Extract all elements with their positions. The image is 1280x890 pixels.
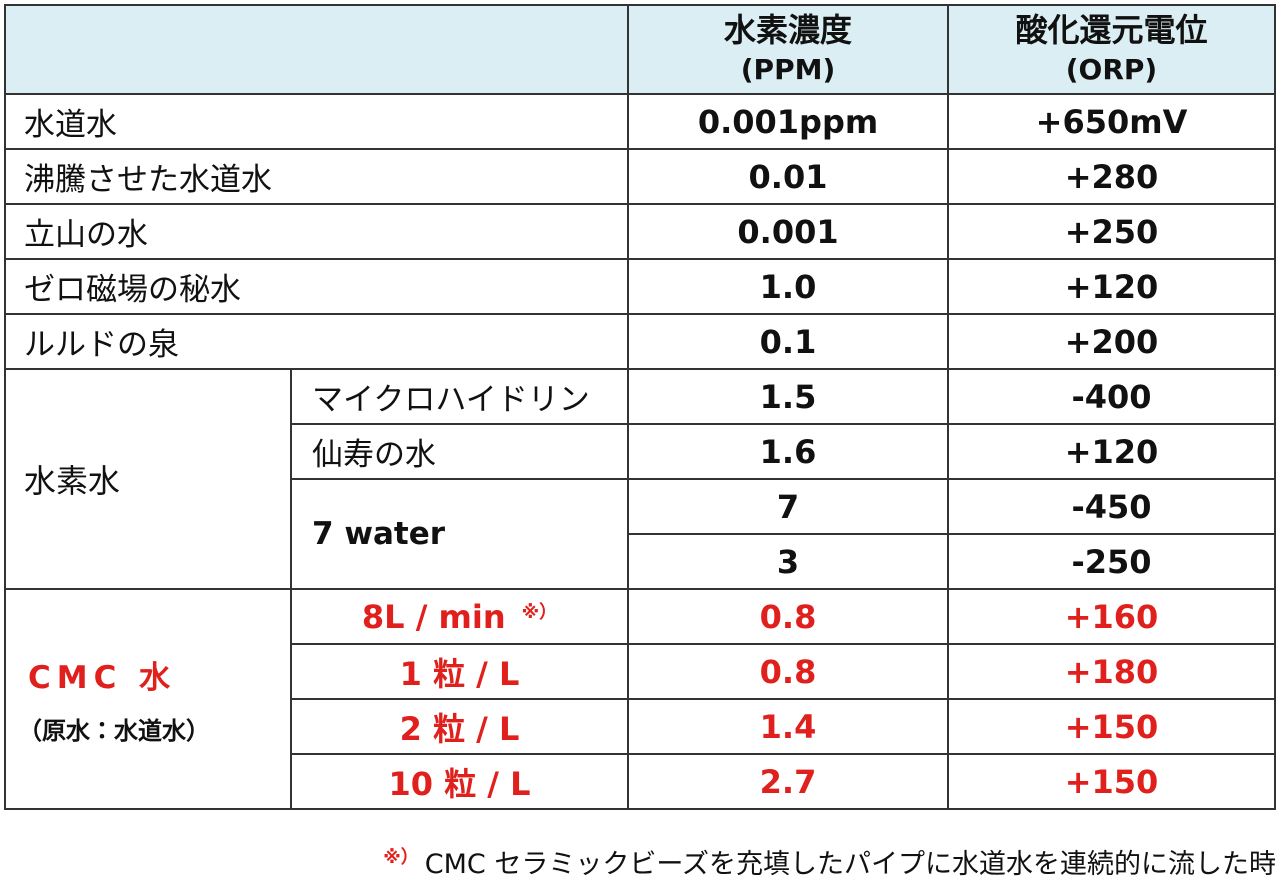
table-row: 水道水 0.001ppm +650mV	[4, 93, 1276, 150]
row-name: ゼロ磁場の秘水	[4, 258, 629, 315]
group-label: CMC 水	[28, 660, 177, 696]
header-cell: 水素濃度 (PPM)	[627, 4, 949, 95]
row-name: 8L / min	[361, 597, 506, 636]
data-table: 水素濃度 (PPM) 酸化還元電位 (ORP) 水道水 0.001ppm +650mV 沸…	[4, 4, 1276, 810]
table-row: 沸騰させた水道水 0.01 +280	[4, 148, 1276, 205]
ppm-cell: 1.5	[627, 368, 949, 425]
row-name: 立山の水	[4, 203, 629, 260]
cmc-label-cell: CMC 水 （原水：水道水）	[4, 588, 292, 810]
ppm-cell: 0.001ppm	[627, 93, 949, 150]
ppm-cell: 0.8	[627, 588, 949, 645]
ppm-cell: 1.4	[627, 698, 949, 755]
header-empty	[4, 4, 629, 95]
note-mark: ※）	[521, 601, 558, 623]
header-cell: 酸化還元電位 (ORP)	[947, 4, 1276, 95]
orp-cell: -400	[947, 368, 1276, 425]
ppm-cell: 1.0	[627, 258, 949, 315]
orp-cell: +180	[947, 643, 1276, 700]
orp-cell: -450	[947, 478, 1276, 535]
row-name: ルルドの泉	[4, 313, 629, 370]
ppm-cell: 2.7	[627, 753, 949, 810]
ppm-cell: 7	[627, 478, 949, 535]
ppm-cell: 0.8	[627, 643, 949, 700]
orp-cell: +150	[947, 698, 1276, 755]
row-name: 沸騰させた水道水	[4, 148, 629, 205]
row-name: 2 粒 / L	[290, 698, 629, 755]
row-name: 7 water	[290, 478, 629, 590]
orp-cell: +250	[947, 203, 1276, 260]
orp-cell: +200	[947, 313, 1276, 370]
footnote: ※） CMC セラミックビーズを充填したパイプに水道水を連続的に流した時	[383, 842, 1276, 881]
ppm-cell: 1.6	[627, 423, 949, 480]
group-sublabel: （原水：水道水）	[18, 717, 210, 745]
row-name: 1 粒 / L	[290, 643, 629, 700]
row-name: 仙寿の水	[290, 423, 629, 480]
table-row: ルルドの泉 0.1 +200	[4, 313, 1276, 370]
orp-cell: -250	[947, 533, 1276, 590]
header-unit: (ORP)	[1065, 52, 1158, 86]
footnote-mark: ※）	[383, 847, 419, 868]
header-row: 水素濃度 (PPM) 酸化還元電位 (ORP)	[4, 4, 1276, 95]
orp-cell: +650mV	[947, 93, 1276, 150]
orp-cell: +120	[947, 258, 1276, 315]
row-name: 10 粒 / L	[290, 753, 629, 810]
orp-cell: +280	[947, 148, 1276, 205]
header-unit: (PPM)	[740, 52, 836, 86]
group-label: 水素水	[4, 368, 292, 590]
table-row: 立山の水 0.001 +250	[4, 203, 1276, 260]
ppm-cell: 0.1	[627, 313, 949, 370]
ppm-cell: 0.001	[627, 203, 949, 260]
row-name: マイクロハイドリン	[290, 368, 629, 425]
ppm-cell: 0.01	[627, 148, 949, 205]
orp-cell: +160	[947, 588, 1276, 645]
table-row: ゼロ磁場の秘水 1.0 +120	[4, 258, 1276, 315]
header-title: 酸化還元電位	[1015, 10, 1208, 49]
footnote-text: CMC セラミックビーズを充填したパイプに水道水を連続的に流した時	[424, 849, 1276, 880]
row-name-cell: 8L / min ※）	[290, 588, 629, 645]
header-title: 水素濃度	[723, 10, 852, 49]
ppm-cell: 3	[627, 533, 949, 590]
row-name: 水道水	[4, 93, 629, 150]
orp-cell: +120	[947, 423, 1276, 480]
orp-cell: +150	[947, 753, 1276, 810]
